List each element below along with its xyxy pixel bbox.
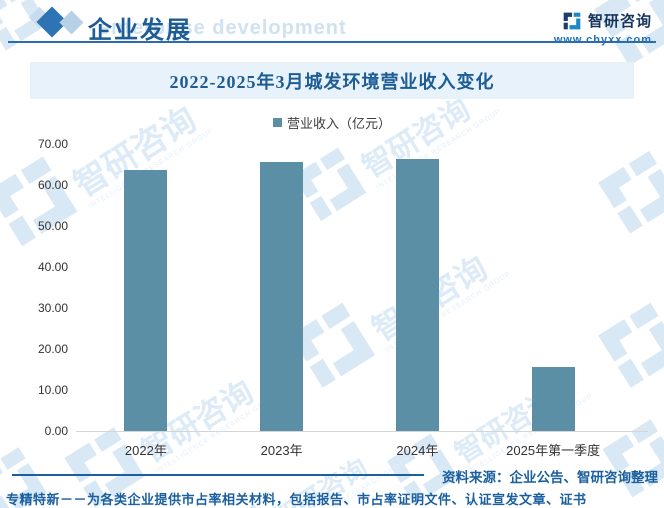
y-axis-tick-label: 70.00 — [37, 137, 68, 151]
bar-2025年第一季度 — [531, 367, 575, 431]
brand-url: www.chyxx.com — [553, 34, 652, 46]
y-axis-tick-label: 0.00 — [44, 424, 68, 438]
y-axis-tick-label: 40.00 — [37, 260, 68, 274]
brand-name: 智研咨询 — [587, 13, 652, 30]
chart-title: 2022-2025年3月城发环境营业收入变化 — [169, 71, 495, 92]
x-axis-tick-label: 2023年 — [260, 443, 303, 458]
bar-2022年 — [124, 170, 168, 431]
section-subtitle-en: enterprise development — [99, 17, 347, 39]
footer-promo-text: 专精特新－－为各类企业提供市占率相关材料，包括报告、市占率证明文件、认证宣发文章… — [6, 492, 587, 507]
data-source-text: 资料来源：企业公告、智研咨询整理 — [442, 470, 658, 485]
footer-divider — [12, 474, 424, 476]
section-diamond-icon — [28, 6, 92, 42]
y-axis-tick-label: 10.00 — [37, 383, 68, 397]
header-divider — [8, 41, 656, 43]
y-axis-tick-label: 60.00 — [37, 178, 68, 192]
bar-2023年 — [260, 162, 304, 431]
chart-legend: 营业收入（亿元） — [0, 113, 664, 132]
y-axis-tick-label: 20.00 — [37, 342, 68, 356]
legend-marker-square — [272, 118, 282, 127]
x-axis-line — [76, 431, 648, 432]
x-axis-tick-label: 2025年第一季度 — [506, 443, 601, 458]
x-axis-tick-label: 2022年 — [124, 443, 167, 458]
x-axis-tick-label: 2024年 — [396, 443, 439, 458]
chart-title-bar: 2022-2025年3月城发环境营业收入变化 — [30, 62, 634, 99]
diamond-shape-right — [59, 10, 84, 35]
y-axis-tick-label: 30.00 — [37, 301, 68, 315]
section-title: 企业发展 — [88, 18, 192, 44]
legend-label: 营业收入（亿元） — [286, 116, 391, 131]
bar-2024年 — [395, 158, 439, 431]
brand-logo-icon — [563, 12, 581, 29]
y-axis-tick-label: 50.00 — [37, 219, 68, 233]
